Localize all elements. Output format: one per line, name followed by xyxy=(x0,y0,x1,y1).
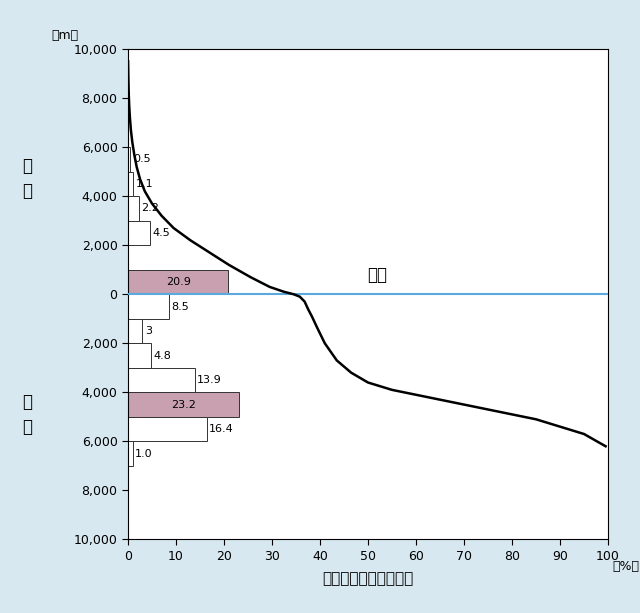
Bar xyxy=(128,270,228,294)
Text: 2.2: 2.2 xyxy=(141,204,159,213)
Text: （%）: （%） xyxy=(613,560,640,573)
Text: （m）: （m） xyxy=(51,29,78,42)
Bar xyxy=(128,319,143,343)
Bar xyxy=(128,343,151,368)
Bar xyxy=(128,221,150,245)
Text: 水
深: 水 深 xyxy=(22,393,32,436)
Text: 13.9: 13.9 xyxy=(197,375,222,385)
Text: 1.0: 1.0 xyxy=(135,449,153,459)
Bar xyxy=(128,294,169,319)
Bar xyxy=(128,441,133,466)
X-axis label: 地球表層に占める割合: 地球表層に占める割合 xyxy=(323,571,413,586)
Text: 4.5: 4.5 xyxy=(152,228,170,238)
Text: 16.4: 16.4 xyxy=(209,424,234,434)
Text: 海面: 海面 xyxy=(367,265,388,284)
Bar xyxy=(128,196,139,221)
Text: 20.9: 20.9 xyxy=(166,277,191,287)
Text: 0.5: 0.5 xyxy=(133,154,150,164)
Text: 4.8: 4.8 xyxy=(154,351,172,360)
Text: 23.2: 23.2 xyxy=(172,400,196,409)
Bar xyxy=(128,392,239,417)
Text: 1.1: 1.1 xyxy=(136,179,154,189)
Text: 3: 3 xyxy=(145,326,152,336)
Bar xyxy=(128,172,133,196)
Text: 8.5: 8.5 xyxy=(172,302,189,311)
Bar xyxy=(128,417,207,441)
Text: 高
度: 高 度 xyxy=(22,158,32,200)
Bar xyxy=(128,147,131,172)
Bar xyxy=(128,368,195,392)
